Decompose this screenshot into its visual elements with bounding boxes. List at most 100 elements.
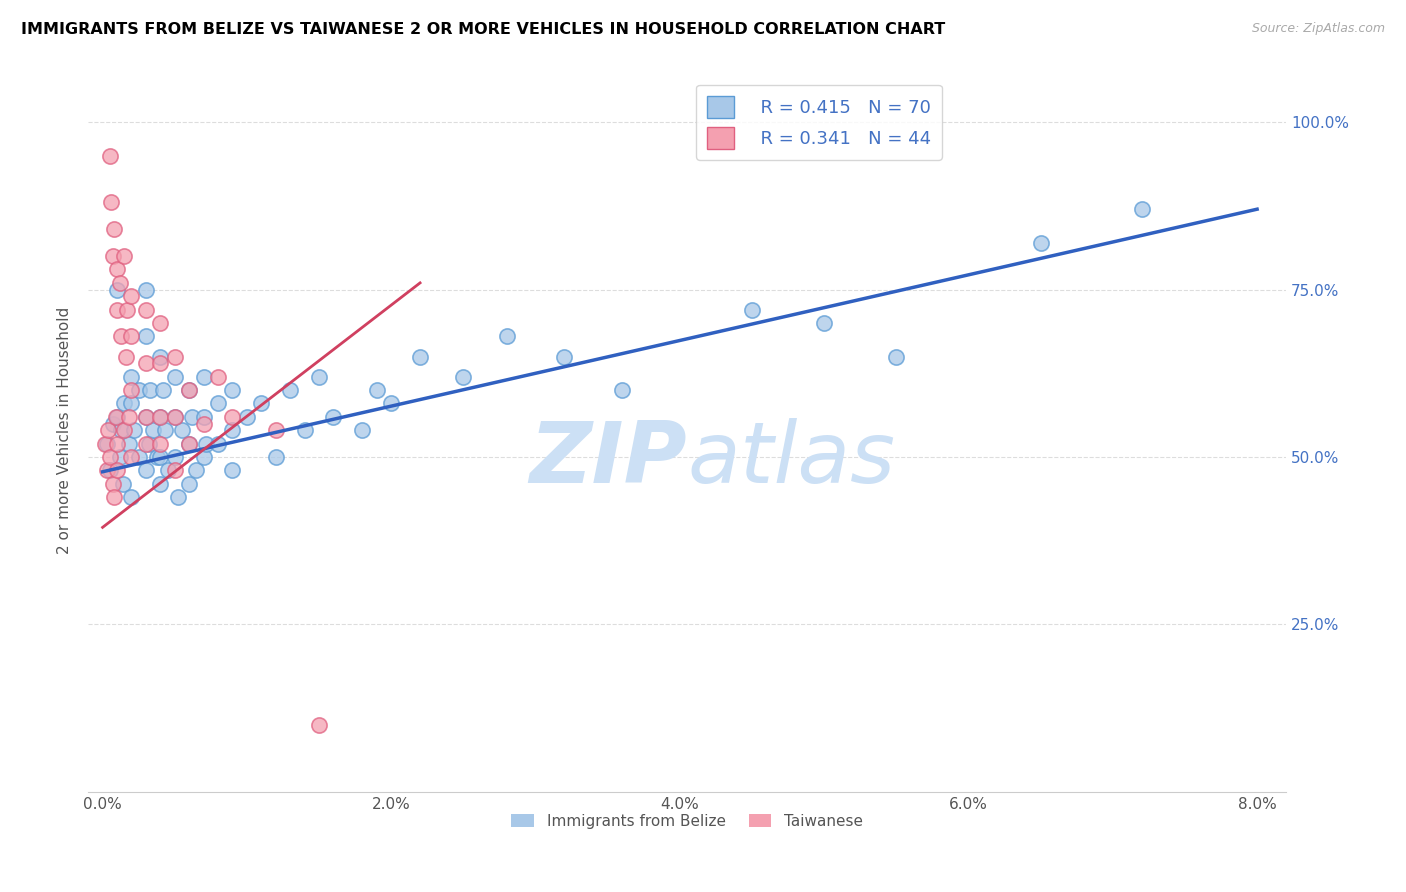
Point [186, 463, 208, 477]
Point [380, 396, 402, 410]
Point [149, 476, 172, 491]
Point [103, 490, 125, 504]
Point [236, 409, 259, 424]
Point [101, 249, 124, 263]
Point [120, 490, 142, 504]
Point [115, 302, 138, 317]
Point [108, 450, 131, 464]
Point [101, 476, 124, 491]
Point [142, 423, 165, 437]
Point [221, 463, 243, 477]
Point [179, 476, 201, 491]
Point [163, 450, 186, 464]
Point [193, 450, 215, 464]
Text: ZIP: ZIP [530, 417, 688, 500]
Point [352, 423, 374, 437]
Point [179, 383, 201, 397]
Point [120, 383, 142, 397]
Point [163, 350, 186, 364]
Point [124, 423, 146, 437]
Point [98, 463, 121, 477]
Point [135, 463, 157, 477]
Point [278, 383, 301, 397]
Point [495, 329, 517, 343]
Point [207, 436, 229, 450]
Text: Source: ZipAtlas.com: Source: ZipAtlas.com [1251, 22, 1385, 36]
Point [250, 396, 273, 410]
Point [166, 490, 188, 504]
Point [120, 369, 142, 384]
Point [135, 436, 157, 450]
Point [149, 356, 172, 370]
Point [111, 476, 134, 491]
Point [207, 396, 229, 410]
Point [179, 436, 201, 450]
Point [135, 329, 157, 343]
Point [135, 356, 157, 370]
Point [96, 463, 118, 477]
Point [1029, 235, 1052, 250]
Text: atlas: atlas [688, 417, 896, 500]
Point [322, 409, 344, 424]
Point [264, 423, 287, 437]
Point [1130, 202, 1153, 217]
Point [163, 409, 186, 424]
Point [96, 436, 118, 450]
Point [97, 423, 120, 437]
Point [221, 383, 243, 397]
Point [105, 436, 128, 450]
Point [135, 409, 157, 424]
Point [112, 249, 135, 263]
Point [135, 302, 157, 317]
Point [193, 409, 215, 424]
Point [163, 409, 186, 424]
Point [149, 316, 172, 330]
Point [294, 423, 316, 437]
Point [108, 276, 131, 290]
Point [553, 350, 575, 364]
Point [741, 302, 763, 317]
Point [135, 409, 157, 424]
Point [149, 450, 172, 464]
Point [105, 302, 128, 317]
Point [264, 450, 287, 464]
Point [153, 423, 176, 437]
Legend: Immigrants from Belize, Taiwanese: Immigrants from Belize, Taiwanese [505, 807, 869, 835]
Point [366, 383, 388, 397]
Point [105, 262, 128, 277]
Point [610, 383, 633, 397]
Point [101, 417, 124, 431]
Point [170, 423, 193, 437]
Point [105, 463, 128, 477]
Point [813, 316, 835, 330]
Point [128, 450, 150, 464]
Point [135, 283, 157, 297]
Point [453, 369, 475, 384]
Point [117, 436, 139, 450]
Point [163, 369, 186, 384]
Point [117, 409, 139, 424]
Point [110, 329, 132, 343]
Point [120, 396, 142, 410]
Point [409, 350, 432, 364]
Point [193, 417, 215, 431]
Point [105, 409, 128, 424]
Point [128, 383, 150, 397]
Point [103, 222, 125, 236]
Point [156, 463, 179, 477]
Point [149, 409, 172, 424]
Point [179, 383, 201, 397]
Point [98, 148, 121, 162]
Point [114, 350, 136, 364]
Point [146, 450, 169, 464]
Point [221, 423, 243, 437]
Point [207, 369, 229, 384]
Point [94, 436, 117, 450]
Point [181, 409, 204, 424]
Point [308, 369, 330, 384]
Point [139, 383, 162, 397]
Point [100, 195, 122, 210]
Point [105, 283, 128, 297]
Point [112, 423, 135, 437]
Point [110, 423, 132, 437]
